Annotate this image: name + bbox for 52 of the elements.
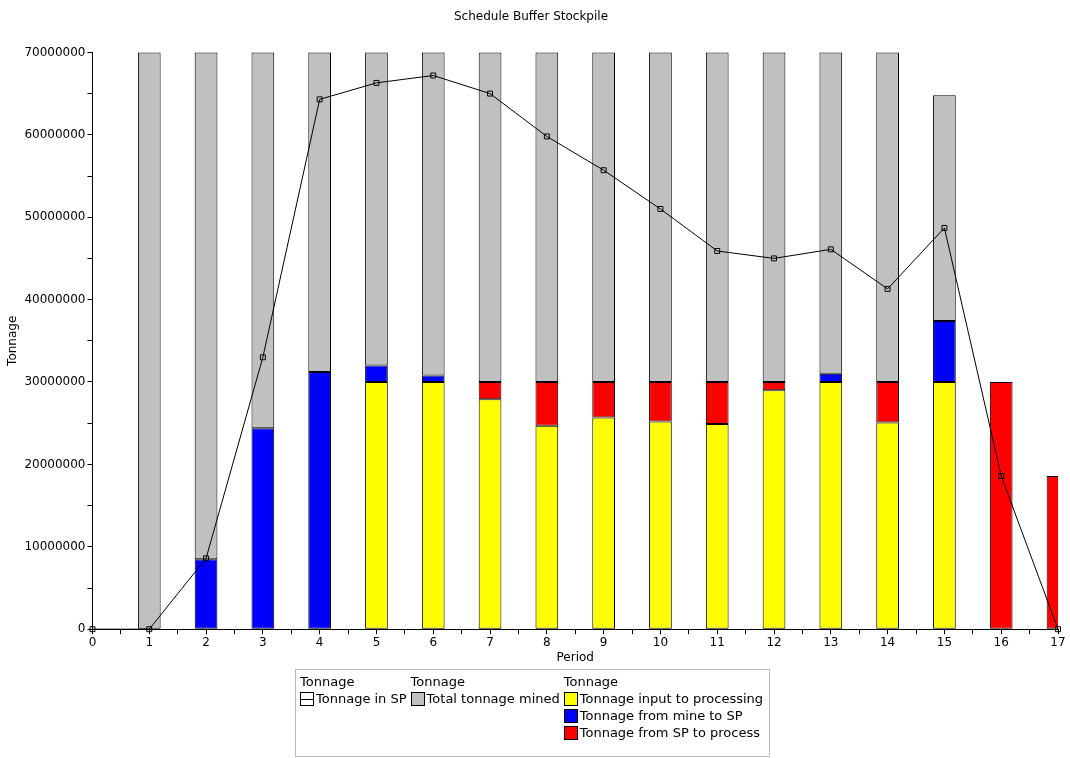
point bbox=[430, 72, 437, 79]
point bbox=[203, 555, 210, 562]
legend-label: Tonnage input to processing bbox=[579, 691, 764, 706]
point bbox=[714, 248, 721, 254]
legend-title: Tonnage bbox=[300, 674, 356, 689]
x-tick-label: 14 bbox=[879, 634, 896, 649]
point bbox=[941, 224, 948, 231]
y-axis-title: Tonnage bbox=[5, 315, 20, 367]
x-tick-label: 17 bbox=[1050, 634, 1066, 649]
legend-label: Tonnage from mine to SP bbox=[579, 708, 743, 723]
legend-label: Total tonnage mined bbox=[426, 691, 560, 706]
point bbox=[827, 246, 834, 253]
x-tick-label: 4 bbox=[315, 634, 324, 649]
x-tick-label: 16 bbox=[993, 634, 1009, 649]
point bbox=[543, 133, 550, 140]
point bbox=[259, 354, 266, 361]
x-tick-label: 7 bbox=[486, 634, 494, 649]
point bbox=[600, 167, 607, 174]
y-tick-label: 40000000 bbox=[24, 291, 86, 306]
x-tick-label: 9 bbox=[599, 634, 608, 649]
x-tick-label: 1 bbox=[145, 634, 154, 649]
y-tick-label: 70000000 bbox=[24, 44, 86, 59]
x-tick-label: 15 bbox=[936, 634, 953, 649]
point bbox=[771, 255, 777, 262]
y-tick-label: 30000000 bbox=[24, 374, 86, 389]
y-tick-label: 0 bbox=[77, 621, 86, 636]
y-tick-label: 60000000 bbox=[24, 126, 86, 141]
point bbox=[487, 90, 494, 97]
point bbox=[998, 472, 1005, 479]
legend-label: Tonnage from SP to process bbox=[579, 725, 760, 740]
point bbox=[657, 205, 664, 212]
legend-label: Tonnage in SP bbox=[316, 691, 407, 706]
y-tick-label: 50000000 bbox=[24, 209, 86, 224]
y-tick-label: 10000000 bbox=[24, 538, 86, 553]
x-tick-label: 13 bbox=[823, 634, 839, 649]
chart-title: Schedule Buffer Stockpile bbox=[453, 9, 609, 24]
x-tick-label: 6 bbox=[429, 634, 438, 649]
point bbox=[316, 96, 323, 103]
x-tick-label: 8 bbox=[543, 634, 551, 649]
y-tick-label: 20000000 bbox=[24, 456, 86, 471]
x-tick-label: 12 bbox=[766, 634, 782, 649]
x-tick-label: 11 bbox=[709, 634, 725, 649]
x-tick-label: 2 bbox=[202, 634, 210, 649]
point bbox=[884, 285, 891, 292]
x-tick-label: 0 bbox=[88, 634, 97, 649]
text: Tonnage bbox=[410, 674, 465, 689]
text: Tonnage bbox=[563, 674, 619, 689]
x-tick-label: 10 bbox=[652, 634, 669, 649]
x-tick-label: 5 bbox=[372, 634, 381, 649]
x-tick-label: 3 bbox=[259, 634, 267, 649]
x-axis-title: Period bbox=[556, 649, 594, 664]
point bbox=[373, 79, 380, 86]
